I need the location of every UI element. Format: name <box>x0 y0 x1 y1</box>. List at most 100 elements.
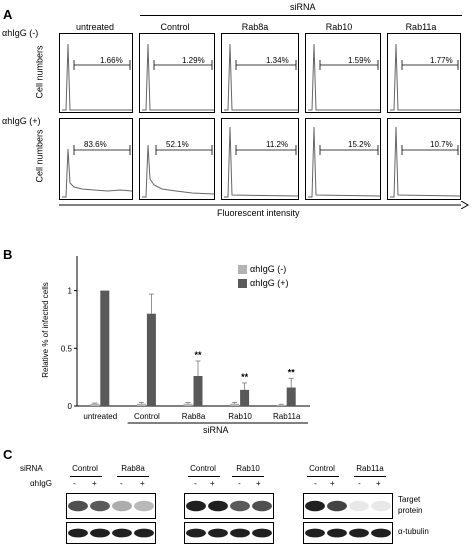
percent-rab8a-neg: 1.34% <box>266 56 289 65</box>
blot3-group2-underline <box>354 476 386 477</box>
row-label-ahigg-pos: αhIgG (+) <box>2 116 41 126</box>
bar <box>276 404 286 406</box>
blot-band <box>371 528 391 538</box>
blot-band <box>208 528 228 538</box>
blot2-target-image <box>184 493 274 519</box>
panel-c-letter: C <box>3 447 13 462</box>
blot-band <box>68 528 88 538</box>
histogram-trace <box>308 126 380 198</box>
histogram-trace <box>62 145 132 198</box>
blot-band <box>305 500 325 512</box>
blot2-tubulin-image <box>184 522 274 544</box>
col-header-untreated: untreated <box>75 22 115 32</box>
blot3-sign3: - <box>358 479 361 488</box>
blot-band <box>252 500 272 512</box>
blot-band <box>186 500 206 512</box>
blot2-sign4: + <box>256 479 261 488</box>
blot-band <box>112 500 132 512</box>
legend-swatch-neg <box>238 265 247 274</box>
blot-band <box>349 528 369 538</box>
panel-a-letter: A <box>3 7 13 22</box>
percent-rab10-pos: 15.2% <box>348 140 371 149</box>
blot1-sign1: - <box>73 479 76 488</box>
histogram-trace <box>224 126 298 198</box>
blot-band <box>230 500 250 512</box>
blot3-tubulin-image <box>303 522 393 544</box>
panel-a-sirna-label: siRNA <box>290 2 316 12</box>
histogram-rab8a-pos: 11.2% <box>221 118 299 200</box>
histogram-rab11a-neg: 1.77% <box>387 33 461 113</box>
blot-band <box>90 500 110 512</box>
percent-rab8a-pos: 11.2% <box>266 140 289 149</box>
blot3-group2-label: Rab11a <box>356 464 384 473</box>
panel-c-sirna-label: siRNA <box>20 464 43 473</box>
col-header-rab11a: Rab11a <box>405 22 437 32</box>
bar <box>230 403 240 406</box>
bar <box>183 403 193 406</box>
blot-band <box>90 528 110 538</box>
blot-band <box>327 500 347 512</box>
x-axis-arrow <box>59 201 469 209</box>
blot-band <box>371 500 391 512</box>
bar <box>286 387 296 406</box>
histogram-control-neg: 1.29% <box>139 33 215 113</box>
percent-control-neg: 1.29% <box>182 56 205 65</box>
col-header-control: Control <box>160 22 190 32</box>
histogram-rab10-neg: 1.59% <box>305 33 381 113</box>
chart-ylabel: Relative % of infected cells <box>41 282 50 378</box>
tubulin-label: α-tubulin <box>398 527 429 536</box>
panel-b-letter: B <box>3 247 13 262</box>
x-tick-label: Rab8a <box>182 412 206 421</box>
y-tick-label: 0.5 <box>61 344 73 353</box>
blot-band <box>134 528 154 538</box>
blot1-tubulin-image <box>66 522 156 544</box>
cell-numbers-ylabel-row2: Cell numbers <box>34 129 45 183</box>
percent-rab11a-neg: 1.77% <box>430 56 453 65</box>
blot1-group1-label: Control <box>72 464 98 473</box>
histogram-rab8a-neg: 1.34% <box>221 33 299 113</box>
blot3-sign2: + <box>330 479 335 488</box>
histogram-rab10-pos: 15.2% <box>305 118 381 200</box>
blot2-sign2: + <box>210 479 215 488</box>
histogram-control-pos: 52.1% <box>139 118 215 200</box>
histogram-untreated-pos: 83.6% <box>59 118 133 200</box>
histogram-untreated-neg: 1.66% <box>59 33 133 113</box>
histogram-trace <box>62 43 132 111</box>
legend-label-pos: αhIgG (+) <box>250 278 289 288</box>
blot-band <box>305 528 325 538</box>
bar <box>193 376 203 406</box>
col-header-rab10: Rab10 <box>325 22 353 32</box>
blot1-sign4: + <box>140 479 145 488</box>
blot-band <box>186 528 206 538</box>
blot-band <box>349 500 369 512</box>
blot-band <box>112 528 132 538</box>
x-axis-label: Fluorescent intensity <box>217 208 300 218</box>
blot2-group1-underline <box>188 476 220 477</box>
histogram-rab11a-pos: 10.7% <box>387 118 461 200</box>
blot-band <box>252 528 272 538</box>
blot3-target-image <box>303 493 393 519</box>
significance-marker: ** <box>288 367 296 377</box>
histogram-trace <box>224 43 298 111</box>
row-label-ahigg-neg: αhIgG (-) <box>2 28 39 38</box>
x-tick-label: Control <box>134 412 160 421</box>
significance-marker: ** <box>241 372 249 382</box>
histogram-trace <box>142 144 214 198</box>
blot-band <box>327 528 347 538</box>
legend-swatch-pos <box>238 279 247 288</box>
percent-untreated-neg: 1.66% <box>100 56 123 65</box>
blot2-sign3: - <box>238 479 241 488</box>
bar <box>136 403 146 406</box>
panel-c-ahigg-label: αhIgG <box>30 479 52 488</box>
x-tick-label: Rab10 <box>228 412 252 421</box>
panel-b-sirna-label: siRNA <box>203 425 229 435</box>
blot3-group1-label: Control <box>309 464 335 473</box>
legend-label-neg: αhIgG (-) <box>250 264 287 274</box>
blot1-group1-underline <box>70 476 102 477</box>
blot1-group2-underline <box>117 476 149 477</box>
histogram-trace <box>308 43 380 111</box>
blot2-group1-label: Control <box>190 464 216 473</box>
target-protein-label-2: protein <box>398 506 423 515</box>
blot2-group2-label: Rab10 <box>236 464 260 473</box>
target-protein-label-1: Target <box>398 495 421 504</box>
